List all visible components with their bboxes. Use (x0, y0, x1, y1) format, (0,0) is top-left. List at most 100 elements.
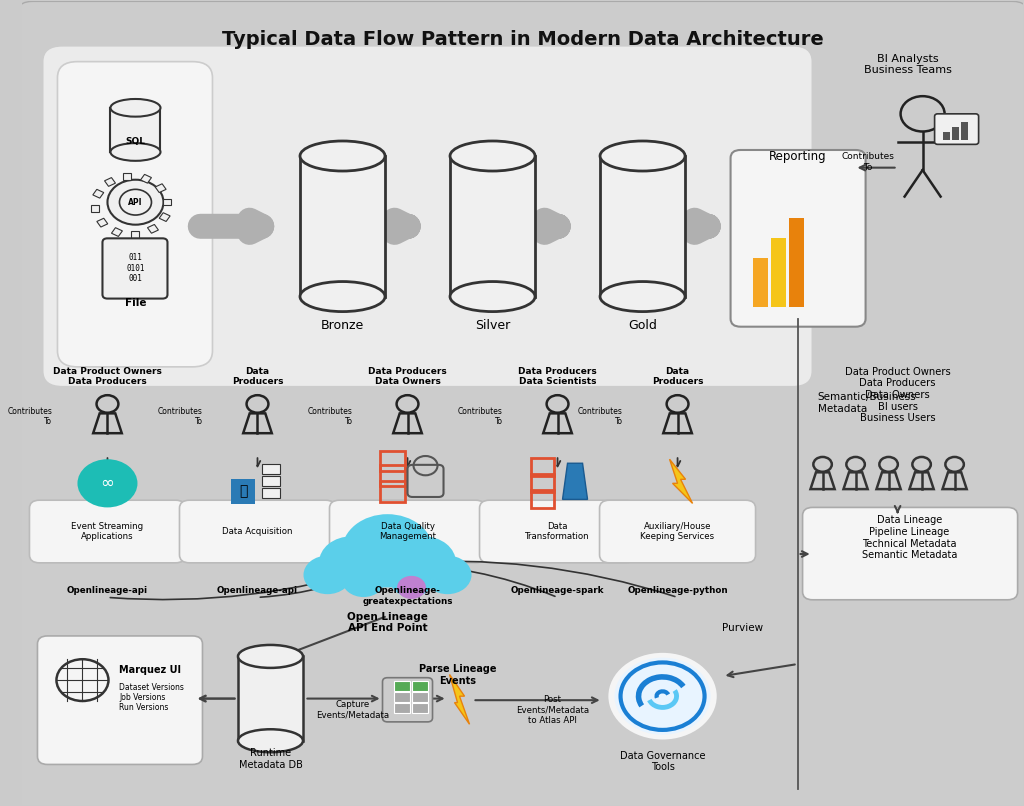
Text: 011
0101
001: 011 0101 001 (126, 253, 144, 283)
Bar (771, 239, 785, 306)
Ellipse shape (300, 141, 385, 171)
Circle shape (424, 555, 471, 594)
Ellipse shape (111, 99, 161, 117)
Bar (753, 259, 768, 306)
Text: Openlineage-
greatexpectations: Openlineage- greatexpectations (362, 586, 453, 605)
Bar (93, 189, 103, 198)
FancyBboxPatch shape (330, 501, 485, 563)
Text: Capture
Events/Metadata: Capture Events/Metadata (316, 700, 389, 720)
Text: Data Acquisition: Data Acquisition (222, 527, 293, 536)
Bar (159, 213, 170, 222)
FancyBboxPatch shape (17, 2, 1024, 806)
Bar (961, 122, 968, 139)
Ellipse shape (600, 281, 685, 312)
Circle shape (108, 180, 164, 225)
Text: ∞: ∞ (100, 474, 115, 492)
Circle shape (78, 459, 137, 508)
Text: Reporting: Reporting (769, 150, 826, 163)
Bar (97, 218, 108, 227)
Polygon shape (450, 675, 470, 725)
Bar (788, 218, 804, 306)
Text: Silver: Silver (475, 318, 510, 331)
Text: Post
Events/Metadata
to Atlas API: Post Events/Metadata to Atlas API (516, 695, 589, 725)
Bar (450, 156, 535, 297)
Circle shape (614, 658, 711, 735)
FancyBboxPatch shape (393, 681, 410, 691)
FancyBboxPatch shape (393, 692, 410, 702)
Text: SQL: SQL (126, 137, 145, 146)
Text: Marquez UI: Marquez UI (120, 665, 181, 675)
Circle shape (120, 189, 152, 215)
Bar (131, 231, 139, 238)
FancyBboxPatch shape (412, 692, 427, 702)
FancyBboxPatch shape (803, 508, 1018, 600)
Text: Openlineage-api: Openlineage-api (67, 586, 148, 595)
Bar (600, 156, 685, 297)
Circle shape (319, 536, 384, 588)
Text: Contributes
To: Contributes To (158, 407, 203, 426)
FancyBboxPatch shape (599, 501, 756, 563)
Text: Data Governance
Tools: Data Governance Tools (620, 751, 706, 772)
FancyBboxPatch shape (231, 479, 256, 505)
Ellipse shape (450, 141, 535, 171)
Bar (300, 156, 385, 297)
FancyBboxPatch shape (935, 114, 979, 144)
Bar (104, 177, 116, 186)
Polygon shape (562, 463, 588, 500)
Circle shape (303, 555, 351, 594)
FancyBboxPatch shape (102, 239, 168, 298)
Text: Data Lineage
Pipeline Lineage
Technical Metadata
Semantic Metadata: Data Lineage Pipeline Lineage Technical … (862, 516, 957, 560)
Text: Openlineage-api: Openlineage-api (217, 586, 298, 595)
FancyBboxPatch shape (57, 61, 213, 367)
Bar (112, 227, 123, 236)
Polygon shape (670, 459, 692, 504)
Bar (147, 224, 159, 233)
Text: Data Quality
Management: Data Quality Management (379, 521, 436, 541)
Bar (164, 199, 171, 206)
Bar (156, 184, 166, 193)
Bar (140, 174, 152, 183)
Text: Semantic/Business
Metadata: Semantic/Business Metadata (817, 393, 916, 413)
Text: Data
Producers: Data Producers (231, 367, 284, 386)
Text: Data Product Owners
Data Producers
Data Owners
BI users
Business Users: Data Product Owners Data Producers Data … (845, 367, 950, 423)
Text: Contributes
To: Contributes To (458, 407, 503, 426)
Text: Contributes
To: Contributes To (7, 407, 52, 426)
Text: API: API (128, 197, 142, 206)
Text: Data Product Owners
Data Producers: Data Product Owners Data Producers (53, 367, 162, 386)
Bar (124, 173, 131, 180)
Circle shape (342, 563, 385, 597)
FancyBboxPatch shape (412, 704, 427, 713)
Text: Data
Producers: Data Producers (652, 367, 703, 386)
Text: Contributes
To: Contributes To (578, 407, 623, 426)
Text: 🏭: 🏭 (240, 484, 248, 498)
Ellipse shape (238, 729, 303, 752)
Text: Typical Data Flow Pattern in Modern Data Architecture: Typical Data Flow Pattern in Modern Data… (221, 30, 823, 48)
Ellipse shape (600, 141, 685, 171)
Bar (262, 476, 281, 486)
Ellipse shape (111, 143, 161, 161)
FancyBboxPatch shape (179, 501, 336, 563)
Text: Gold: Gold (628, 318, 657, 331)
Bar (262, 488, 281, 498)
Bar (111, 108, 161, 152)
Bar (262, 464, 281, 474)
Circle shape (391, 536, 456, 588)
FancyBboxPatch shape (393, 704, 410, 713)
Circle shape (607, 652, 718, 741)
Text: Auxiliary/House
Keeping Services: Auxiliary/House Keeping Services (640, 521, 715, 541)
Text: Open Lineage
API End Point: Open Lineage API End Point (347, 612, 428, 634)
Circle shape (397, 575, 426, 599)
Bar (951, 127, 958, 139)
Bar (943, 131, 949, 139)
FancyBboxPatch shape (479, 501, 636, 563)
Bar (91, 206, 99, 212)
Text: Openlineage-python: Openlineage-python (628, 586, 728, 595)
Text: Purview: Purview (722, 623, 763, 633)
Text: Runtime
Metadata DB: Runtime Metadata DB (239, 749, 302, 770)
Text: Data Producers
Data Owners: Data Producers Data Owners (369, 367, 446, 386)
Text: Event Streaming
Applications: Event Streaming Applications (72, 521, 143, 541)
Circle shape (390, 563, 433, 597)
Text: Dataset Versions
Job Versions
Run Versions: Dataset Versions Job Versions Run Versio… (120, 683, 184, 713)
Text: Data Producers
Data Scientists: Data Producers Data Scientists (518, 367, 597, 386)
FancyBboxPatch shape (42, 46, 813, 387)
